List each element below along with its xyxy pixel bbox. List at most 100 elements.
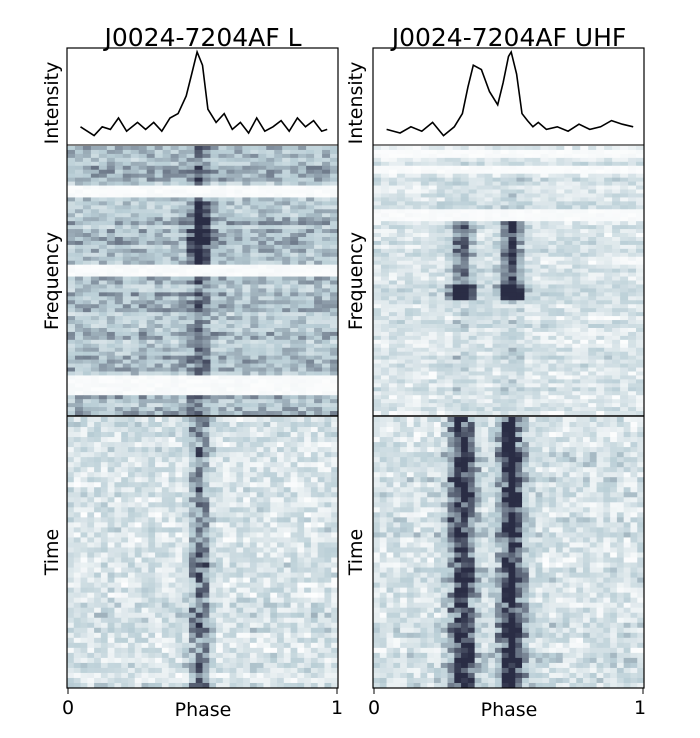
frequency-pixel [234, 177, 243, 183]
frequency-pixel [98, 229, 108, 234]
time-pixel [182, 637, 190, 644]
frequency-pixel [218, 300, 227, 305]
time-pixel [188, 652, 197, 659]
frequency-pixel [202, 280, 211, 285]
time-pixel [331, 477, 339, 483]
frequency-pixel [444, 189, 454, 194]
frequency-pixel [74, 296, 84, 301]
frequency-pixel [162, 324, 172, 329]
frequency-pixel [114, 161, 124, 167]
frequency-pixel [74, 276, 84, 281]
time-pixel [73, 622, 82, 629]
frequency-pixel [373, 177, 382, 183]
frequency-pixel [380, 161, 390, 167]
time-pixel [175, 602, 183, 609]
frequency-pixel [98, 233, 108, 238]
frequency-pixel [516, 161, 525, 167]
frequency-pixel [373, 161, 382, 167]
frequency-pixel [572, 157, 581, 163]
frequency-pixel [98, 225, 108, 230]
frequency-pixel [106, 264, 116, 270]
time-pixel [249, 477, 258, 483]
time-pixel [317, 427, 325, 433]
frequency-pixel [322, 185, 331, 191]
time-pixel [182, 507, 190, 513]
time-pixel [195, 627, 203, 634]
time-pixel [87, 567, 95, 574]
time-pixel [161, 597, 170, 604]
frequency-pixel [138, 146, 148, 151]
frequency-pixel [154, 403, 164, 408]
frequency-pixel [468, 197, 478, 202]
frequency-pixel [298, 221, 307, 226]
time-pixel [114, 612, 122, 619]
frequency-pixel [298, 312, 307, 317]
frequency-pixel [67, 264, 76, 270]
frequency-pixel [588, 169, 597, 175]
time-pixel [216, 492, 224, 498]
frequency-pixel [218, 292, 227, 297]
frequency-pixel [138, 272, 148, 278]
time-pixel [67, 547, 75, 553]
frequency-pixel [250, 177, 259, 183]
time-pixel [297, 447, 305, 453]
time-pixel [277, 577, 285, 584]
time-pixel [304, 562, 312, 569]
frequency-pixel [314, 399, 323, 404]
frequency-pixel [266, 197, 275, 202]
frequency-pixel [290, 236, 299, 242]
frequency-pixel [258, 213, 267, 218]
time-pixel [161, 652, 170, 659]
frequency-pixel [314, 304, 323, 309]
frequency-pixel [114, 248, 124, 254]
frequency-pixel [82, 379, 92, 384]
time-pixel [168, 607, 176, 614]
time-pixel [121, 507, 129, 513]
frequency-pixel [154, 284, 164, 289]
frequency-pixel [67, 292, 76, 297]
time-pixel [256, 627, 264, 634]
time-pixel [236, 647, 244, 654]
frequency-pixel [90, 264, 100, 270]
frequency-pixel [154, 288, 164, 293]
frequency-pixel [114, 296, 124, 301]
frequency-pixel [242, 339, 251, 345]
time-pixel [107, 617, 115, 624]
frequency-pixel [98, 359, 108, 365]
time-pixel [263, 547, 271, 553]
frequency-pixel [130, 201, 140, 206]
frequency-pixel [314, 411, 323, 416]
time-pixel [100, 512, 109, 518]
frequency-pixel [290, 375, 299, 380]
frequency-pixel [74, 173, 84, 179]
time-pixel [73, 487, 82, 493]
time-pixel [290, 457, 298, 463]
frequency-pixel [242, 331, 251, 337]
frequency-pixel [170, 264, 180, 270]
time-pixel [73, 567, 82, 574]
frequency-pixel [612, 153, 621, 159]
time-pixel [277, 672, 285, 679]
frequency-pixel [234, 355, 243, 361]
time-pixel [67, 617, 75, 624]
time-pixel [100, 662, 109, 669]
frequency-pixel [178, 244, 188, 250]
frequency-pixel [162, 363, 172, 369]
frequency-pixel [282, 157, 291, 163]
frequency-pixel [322, 229, 331, 234]
frequency-pixel [138, 395, 148, 400]
time-pixel [161, 502, 170, 508]
time-pixel [121, 497, 129, 503]
time-pixel [277, 417, 285, 423]
time-pixel [243, 662, 251, 669]
time-pixel [256, 502, 264, 508]
frequency-pixel [82, 157, 92, 163]
time-pixel [209, 557, 217, 564]
time-pixel [87, 557, 95, 564]
time-pixel [141, 557, 149, 564]
frequency-pixel [162, 248, 172, 254]
frequency-pixel [218, 363, 227, 369]
time-pixel [283, 532, 292, 538]
frequency-pixel [122, 260, 132, 266]
frequency-pixel [322, 252, 331, 258]
